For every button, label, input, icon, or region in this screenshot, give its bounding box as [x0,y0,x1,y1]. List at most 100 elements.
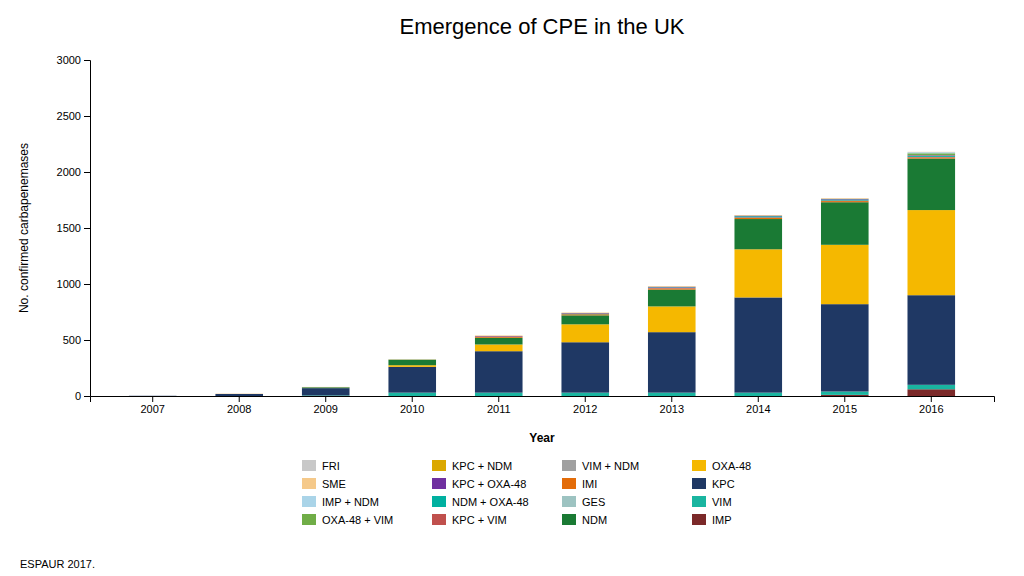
bar-segment [302,386,350,387]
tick-label: 2015 [833,403,857,415]
series [475,155,955,336]
bar-segment [475,335,523,336]
bar-segment [129,395,177,396]
legend-label: VIM [712,496,732,508]
tick-mark [84,284,90,285]
series [561,156,955,314]
tick-label: 2010 [400,403,424,415]
legend-item: OXA-48 + VIM [302,514,393,526]
legend-item: KPC + VIM [432,514,507,526]
tick-label: 2009 [313,403,337,415]
bar-segment [561,312,609,313]
bar-segment [388,359,436,360]
legend-label: KPC + NDM [452,460,512,472]
tick: 500 [63,334,90,346]
bar-segment [215,393,263,394]
tick-label: 1500 [57,222,81,234]
tick: 2013 [660,396,684,415]
bar-segment [302,388,350,395]
bar-segment [648,286,696,287]
bar-segment [215,393,263,394]
tick-label: 0 [75,390,81,402]
bar-segment [821,202,869,203]
axis-line [91,397,995,403]
bar-segment [907,157,955,158]
bar-segment [388,359,436,360]
bar-segment [302,387,350,388]
legend-item: NDM [562,514,607,526]
x-axis: 2007200820092010201120122013201420152016 [91,396,995,415]
bar-segment [561,315,609,316]
bar-segment [215,393,263,394]
bar-segment [302,388,350,389]
y-axis: 050010001500200025003000 [57,54,91,402]
bar-segment [734,219,782,249]
bar-segment [129,395,177,396]
tick-label: 2013 [660,403,684,415]
tick-label: 2014 [746,403,770,415]
tick-mark [84,396,90,397]
bar-segment [734,215,782,217]
bar-segment [302,386,350,387]
bar-segment [907,151,955,152]
bar-segment [302,387,350,388]
legend-swatch [302,514,316,525]
bar-segment [648,287,696,289]
series [129,295,955,396]
bar-segment [215,393,263,394]
tick: 1000 [57,278,90,290]
bar-segment [215,393,263,394]
bar-segment [734,393,782,396]
footnote: ESPAUR 2017. [20,558,95,570]
bar-segment [388,393,436,396]
legend-label: KPC [712,478,735,490]
tick: 3000 [57,54,90,66]
legend-label: KPC + VIM [452,514,507,526]
tick-mark [84,116,90,117]
bar-segment [475,336,523,338]
bar-segment [388,359,436,360]
bar-segment [302,396,350,397]
bar-segment [734,215,782,216]
bar-segment [129,395,177,396]
legend-item: VIM + NDM [562,460,639,472]
bar-segment [821,198,869,199]
plot: 0500100015002000250030002007200820092010… [57,54,995,415]
bar-segment [821,304,869,391]
bar-segment [648,287,696,289]
bar-segment [388,359,436,360]
tick: 2010 [400,396,424,415]
tick-label: 2012 [573,403,597,415]
tick-label: 2500 [57,110,81,122]
title: Emergence of CPE in the UK [400,14,685,39]
bar-segment [821,395,869,396]
bar-segment [129,395,177,396]
bar-segment [129,395,177,396]
bar-segment [648,289,696,290]
bar-segment [734,215,782,216]
legend-label: SME [322,478,346,490]
legend-label: VIM + NDM [582,460,639,472]
bar-segment [302,387,350,388]
tick-label: 500 [63,334,81,346]
legend-item: IMI [562,478,597,490]
legend-item: OXA-48 [692,460,751,472]
tick-mark [412,396,413,402]
tick-mark [758,396,759,402]
bar-segment [475,335,523,336]
legend-label: OXA-48 + VIM [322,514,393,526]
series [907,153,955,155]
bar-segment [907,385,955,389]
bar-segment [388,365,436,367]
bar-segment [475,336,523,337]
legend-label: GES [582,496,605,508]
bar-segment [475,335,523,336]
bar-segment [388,359,436,360]
bar-segment [734,218,782,219]
legend-swatch [692,514,706,525]
bar-segment [821,198,869,200]
bar-segment [648,286,696,287]
bar-segment [907,157,955,158]
bar-segment [561,312,609,313]
tick: 2008 [227,396,251,415]
